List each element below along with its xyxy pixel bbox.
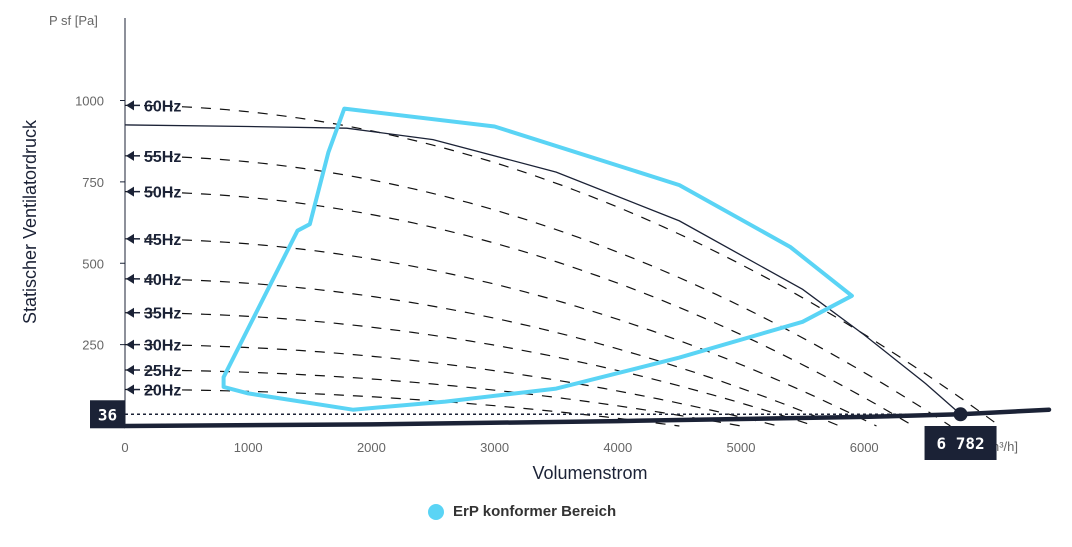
hz-label-30hz: 30Hz — [144, 338, 181, 355]
y-value-badge-text: 36 — [98, 405, 117, 424]
x-tick-label: 4000 — [603, 440, 632, 455]
legend[interactable]: ErP konformer Bereich — [428, 503, 616, 520]
x-tick-label: 0 — [121, 440, 128, 455]
erp-legend-label: ErP konformer Bereich — [453, 503, 617, 520]
x-tick-label: 1000 — [234, 440, 263, 455]
erp-region-layer — [221, 106, 854, 412]
y-axis-unit-label: P sf [Pa] — [49, 13, 98, 28]
y-tick-label: 250 — [82, 338, 104, 353]
hz-label-20hz: 20Hz — [144, 383, 181, 400]
hz-arrow-icon — [126, 273, 134, 284]
x-axis-title: Volumenstrom — [532, 463, 647, 483]
hz-arrow-icon — [126, 365, 134, 376]
hz-labels-layer: 60Hz 55Hz 50Hz 45Hz 40Hz 35Hz 30Hz 25Hz 20Hz — [126, 98, 181, 400]
operating-curve — [124, 124, 961, 415]
x-value-badge — [924, 426, 997, 460]
y-value-badge — [90, 400, 125, 429]
hz-curves-layer — [124, 104, 1001, 427]
hz-label-50hz: 50Hz — [144, 185, 181, 202]
hz-curve-60hz — [124, 104, 1001, 427]
y-tick-label: 750 — [82, 175, 104, 190]
ticks-layer: 0 1000 2000 3000 4000 5000 6000 250 500 750 1000 — [75, 94, 879, 456]
hz-curve-40hz — [125, 278, 840, 427]
hz-curve-55hz — [124, 155, 951, 427]
hz-arrow-icon — [126, 150, 134, 161]
y-tick-label: 1000 — [75, 94, 104, 109]
x-tick-label: 3000 — [480, 440, 509, 455]
hz-label-55hz: 55Hz — [144, 149, 181, 166]
axes-layer: P sf [Pa] Statischer Ventilatordruck Vol… — [20, 13, 1018, 483]
hz-arrow-icon — [126, 307, 134, 318]
hz-label-40hz: 40Hz — [144, 272, 181, 289]
system-curve — [122, 407, 1052, 429]
x-tick-label: 5000 — [727, 440, 756, 455]
hz-curve-30hz — [125, 344, 779, 427]
hz-label-35hz: 35Hz — [144, 306, 181, 323]
hz-label-60hz: 60Hz — [144, 98, 181, 115]
operating-curve-layer — [124, 124, 961, 415]
hz-curve-50hz — [124, 191, 914, 427]
system-curve-layer — [122, 407, 1052, 429]
hz-arrow-icon — [126, 339, 134, 350]
hz-label-25hz: 25Hz — [144, 363, 181, 380]
hz-arrow-icon — [126, 100, 134, 111]
erp-legend-dot — [428, 503, 444, 520]
hz-arrow-icon — [126, 233, 134, 244]
y-tick-label: 500 — [82, 256, 104, 271]
operating-point-layer: 36 6 782 — [90, 400, 997, 460]
x-value-badge-text: 6 782 — [936, 434, 984, 453]
operating-point-marker — [953, 407, 968, 422]
hz-arrow-icon — [126, 186, 134, 197]
erp-region-outline — [221, 106, 854, 412]
y-axis-title: Statischer Ventilatordruck — [20, 119, 40, 324]
x-tick-label: 6000 — [850, 440, 879, 455]
x-tick-label: 2000 — [357, 440, 386, 455]
hz-arrow-icon — [126, 384, 134, 395]
hz-label-45hz: 45Hz — [144, 232, 181, 249]
hz-curve-25hz — [125, 369, 742, 427]
hz-curve-35hz — [124, 312, 816, 427]
